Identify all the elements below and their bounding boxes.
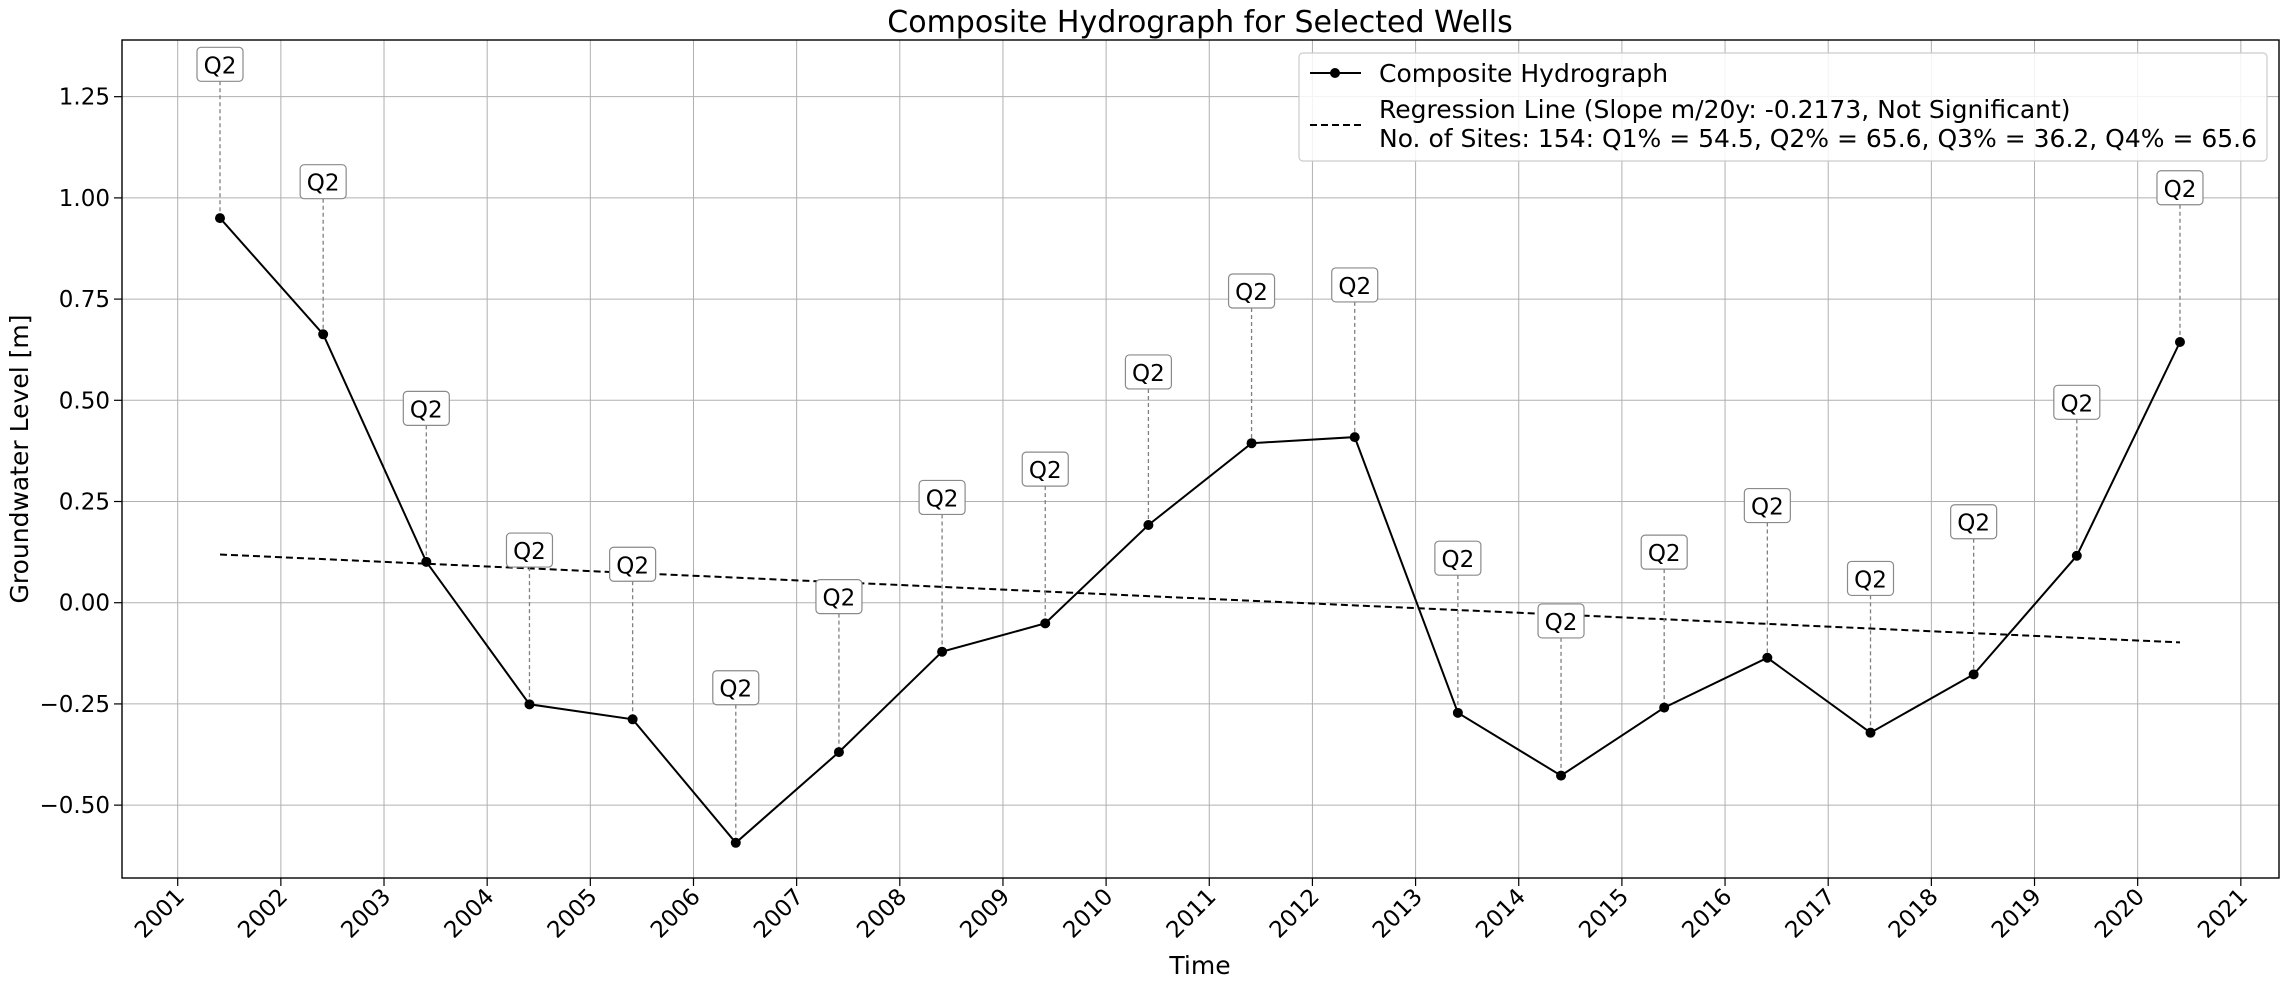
annotation-box — [1743, 487, 1791, 524]
data-point — [1968, 669, 1979, 680]
data-point — [1865, 727, 1876, 738]
annotation-label: Q2 — [1442, 547, 1475, 573]
annotation-box — [609, 546, 657, 582]
annotation-box — [918, 479, 966, 516]
annotation-box — [505, 532, 554, 568]
annotation-box — [299, 164, 347, 200]
data-point — [318, 329, 329, 340]
data-point — [524, 699, 535, 710]
annotation-box — [196, 46, 244, 82]
y-axis-ticks: −0.50 −0.25 0.00 0.25 0.50 0.75 1.00 1.25 — [40, 85, 122, 819]
data-point — [214, 213, 225, 224]
annotation-label: Q2 — [1648, 541, 1681, 567]
y-tick-label: 0.50 — [59, 388, 110, 414]
composite-line — [219, 217, 2181, 845]
y-tick-label: 0.00 — [59, 591, 110, 617]
annotation-box — [1124, 354, 1173, 390]
annotation-label: Q2 — [513, 539, 546, 565]
y-axis-label: Groundwater Level [m] — [5, 315, 34, 604]
y-tick-label: −0.25 — [40, 692, 110, 718]
data-point — [937, 646, 948, 657]
data-point — [421, 556, 432, 567]
annotation-label: Q2 — [1029, 458, 1062, 484]
data-point — [1452, 707, 1463, 718]
legend: Composite Hydrograph Regression Line (Sl… — [1298, 52, 2268, 162]
annotation-box — [2156, 170, 2204, 206]
annotation-box — [1846, 560, 1895, 597]
data-point — [1246, 438, 1257, 449]
data-point — [1143, 519, 1154, 530]
y-tick-label: 1.25 — [59, 85, 110, 111]
legend-label-composite: Composite Hydrograph — [1379, 59, 1668, 88]
data-point — [1349, 432, 1360, 443]
data-point — [730, 837, 741, 848]
data-point — [1040, 618, 1051, 629]
y-tick-label: 0.25 — [59, 490, 110, 516]
annotation-label: Q2 — [1751, 495, 1784, 521]
annotation-label: Q2 — [1545, 610, 1578, 636]
legend-box — [1298, 52, 2268, 162]
y-tick-label: −0.50 — [40, 793, 110, 819]
annotation-label: Q2 — [1132, 361, 1165, 387]
annotation-label: Q2 — [204, 53, 237, 79]
annotation-box — [1640, 534, 1688, 570]
data-point — [1762, 652, 1773, 663]
regression-line — [219, 553, 2181, 644]
composite-series — [214, 213, 2185, 848]
annotation-label: Q2 — [2164, 177, 2197, 203]
annotation-label: Q2 — [1957, 511, 1990, 537]
data-point — [627, 714, 638, 725]
legend-label-sites: No. of Sites: 154: Q1% = 54.5, Q2% = 65.… — [1379, 124, 2257, 153]
annotation-box — [1021, 451, 1069, 487]
chart-title: Composite Hydrograph for Selected Wells — [887, 5, 1512, 40]
annotation-label: Q2 — [1235, 280, 1268, 306]
data-point — [2174, 337, 2185, 348]
data-point — [1659, 702, 1670, 713]
legend-marker-composite — [1330, 68, 1340, 78]
annotation-box — [1331, 267, 1379, 303]
annotation-box — [1227, 273, 1276, 309]
legend-label-regression: Regression Line (Slope m/20y: -0.2173, N… — [1379, 95, 2071, 124]
y-tick-label: 1.00 — [59, 186, 110, 212]
annotation-box — [1537, 603, 1585, 639]
annotation-box — [2053, 384, 2101, 420]
data-point — [833, 747, 844, 758]
regression-series — [219, 553, 2181, 644]
annotation-labels: Q2 Q2 Q2 Q2 Q2 Q2 Q2 Q2 Q2 Q2 Q2 Q2 Q2 Q2 Q2 Q2 Q2 Q2 Q2 Q2 — [196, 46, 2204, 706]
annotation-label: Q2 — [823, 586, 856, 612]
data-point — [1556, 770, 1567, 781]
data-point — [2071, 550, 2082, 561]
grid-lines — [122, 40, 2279, 878]
annotation-droplines — [219, 81, 2181, 843]
annotation-label: Q2 — [307, 171, 340, 197]
annotation-box — [1434, 540, 1482, 576]
annotation-box — [1950, 504, 1998, 540]
y-tick-label: 0.75 — [59, 287, 110, 313]
plot-frame — [121, 39, 2280, 879]
annotation-label: Q2 — [616, 553, 649, 579]
annotation-box — [712, 670, 760, 706]
x-axis-label: Time — [1168, 951, 1230, 980]
annotation-label: Q2 — [926, 486, 959, 512]
annotation-label: Q2 — [719, 677, 752, 703]
annotation-label: Q2 — [1338, 274, 1371, 300]
annotation-box — [815, 579, 863, 615]
annotation-label: Q2 — [2060, 391, 2093, 417]
annotation-box — [402, 390, 450, 426]
annotation-label: Q2 — [1854, 567, 1887, 593]
annotation-label: Q2 — [410, 397, 443, 423]
